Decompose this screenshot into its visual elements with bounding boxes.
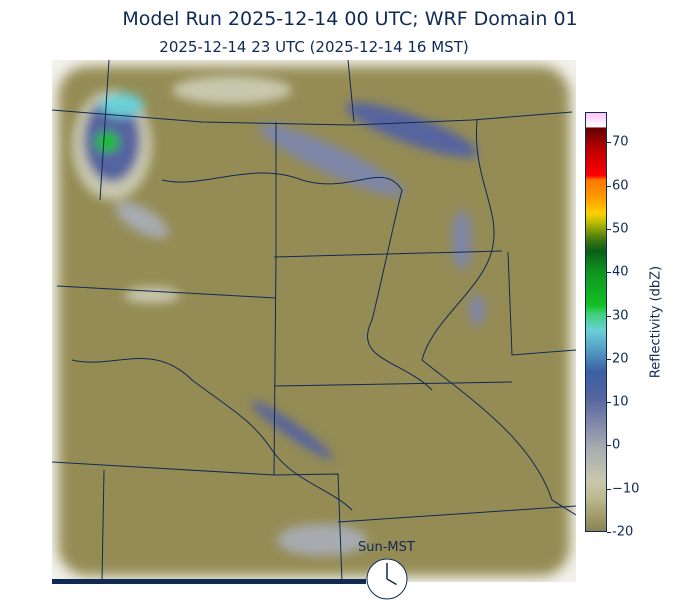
colorbar-tick-mark <box>607 142 611 144</box>
colorbar-tick-label: 60 <box>612 178 629 194</box>
figure-title: Model Run 2025-12-14 00 UTC; WRF Domain … <box>122 8 578 30</box>
colorbar-tick-mark <box>607 445 611 447</box>
colorbar-tick-label: -20 <box>612 524 634 540</box>
colorbar-label: Reflectivity (dbZ) <box>648 265 664 379</box>
figure-subtitle: 2025-12-14 23 UTC (2025-12-14 16 MST) <box>159 38 469 56</box>
colorbar-tick-label: 70 <box>612 134 629 150</box>
colorbar-tick-label: −10 <box>612 481 640 497</box>
state-borders <box>52 60 576 582</box>
colorbar-tick-mark <box>607 272 611 274</box>
colorbar-tick-label: 20 <box>612 351 629 367</box>
colorbar-tick-label: 50 <box>612 221 629 237</box>
colorbar-tick-mark <box>607 532 611 533</box>
colorbar-tick-label: 40 <box>612 264 629 280</box>
forecast-progress-bar <box>52 579 367 584</box>
colorbar-tick-mark <box>607 185 611 187</box>
colorbar-tick-label: 10 <box>612 394 629 410</box>
colorbar-tick-mark <box>607 358 611 360</box>
clock-label: Sun-MST <box>358 540 415 555</box>
colorbar <box>585 112 607 532</box>
clock-icon <box>366 558 408 600</box>
colorbar-tick-mark <box>607 315 611 317</box>
clock-hour-hand <box>386 578 397 586</box>
land-area <box>58 66 570 576</box>
colorbar-tick-mark <box>607 228 611 230</box>
colorbar-tick-label: 30 <box>612 308 629 323</box>
reflectivity-map <box>52 60 576 582</box>
colorbar-tick-mark <box>607 488 611 490</box>
colorbar-tick-label: 0 <box>612 437 621 453</box>
colorbar-tick-mark <box>607 402 611 404</box>
